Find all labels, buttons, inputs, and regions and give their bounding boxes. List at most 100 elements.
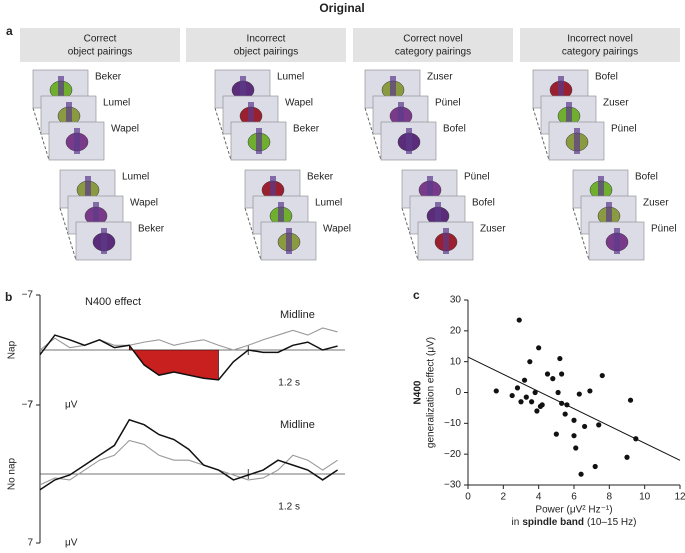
column-header: category pairings	[562, 47, 638, 58]
data-point	[592, 463, 598, 470]
panel-label: b	[5, 290, 12, 304]
y-tick-label: 7	[27, 400, 33, 411]
stimulus-object-stem	[398, 102, 404, 128]
stimulus-object-stem	[606, 202, 612, 228]
y-tick-label: 20	[450, 325, 462, 336]
unit-label: μV	[65, 400, 78, 411]
x-tick-label: 0	[465, 492, 471, 503]
data-point	[573, 445, 579, 451]
data-point	[627, 397, 634, 403]
waveform	[39, 327, 338, 351]
waveform	[39, 334, 338, 381]
stimulus-word: Beker	[95, 72, 122, 83]
data-point	[564, 402, 570, 408]
column-header-box	[186, 28, 346, 62]
stimulus-object-stem	[390, 76, 396, 102]
figure-title: Original	[319, 1, 364, 15]
data-point	[559, 400, 565, 406]
stimulus-object-stem	[443, 228, 449, 254]
x-tick-label: 2	[501, 492, 507, 503]
x-tick-label: 1.2 s	[278, 378, 300, 389]
stimulus-object-stem	[614, 228, 620, 254]
stimulus-object-stem	[93, 202, 99, 228]
stimulus-object-stem	[286, 228, 292, 254]
stimulus-word: Bofel	[595, 72, 618, 83]
data-point	[518, 399, 524, 405]
data-point	[539, 402, 545, 408]
y-axis-label: generalization effect (μV)	[426, 337, 437, 448]
x-tick-label: 4	[536, 492, 542, 503]
data-point	[557, 355, 563, 362]
x-axis-label: Power (μV² Hz⁻¹)	[535, 505, 612, 516]
y-tick-label: −10	[444, 418, 461, 429]
data-point	[571, 417, 577, 423]
fit-line	[467, 356, 681, 461]
data-point	[587, 388, 593, 394]
data-point	[599, 372, 605, 379]
annotation: Midline	[280, 309, 315, 321]
data-point	[536, 345, 542, 351]
stimulus-object-stem	[248, 102, 254, 128]
data-point	[516, 317, 522, 323]
column-header: Correct	[84, 34, 117, 45]
stimulus-object-stem	[256, 128, 262, 154]
stimulus-object-stem	[101, 228, 107, 254]
column-header: category pairings	[395, 47, 471, 58]
panel-label: a	[6, 24, 13, 38]
column-header: object pairings	[68, 47, 132, 58]
stimulus-word: Beker	[293, 124, 320, 135]
data-point	[523, 394, 529, 400]
y-tick-label: 7	[27, 538, 33, 549]
stimulus-object-stem	[406, 128, 412, 154]
y-tick-label: 30	[450, 295, 462, 306]
stimulus-word: Pünel	[651, 224, 677, 235]
stimulus-word: Lumel	[277, 72, 304, 83]
stimulus-word: Wapel	[323, 224, 351, 235]
data-point	[493, 388, 499, 394]
y-tick-label: 0	[455, 387, 461, 398]
waveform	[39, 418, 338, 491]
data-point	[633, 436, 639, 442]
stimulus-word: Zuser	[427, 72, 453, 83]
x-axis-label-part: (10–15 Hz)	[587, 517, 636, 528]
stimulus-word: Zuser	[603, 98, 629, 109]
stimulus-object-stem	[558, 76, 564, 102]
stimulus-word: Zuser	[480, 224, 506, 235]
stimulus-object-stem	[574, 128, 580, 154]
stimulus-word: Lumel	[122, 172, 149, 183]
stimulus-object-stem	[598, 176, 604, 202]
stimulus-object-stem	[427, 176, 433, 202]
annotation: N400 effect	[85, 296, 141, 308]
data-point	[544, 371, 551, 377]
data-point	[578, 471, 584, 477]
data-point	[509, 392, 515, 399]
stimulus-object-stem	[74, 128, 80, 154]
data-point	[555, 389, 561, 396]
data-point	[514, 385, 521, 391]
y-tick-label: −7	[22, 290, 34, 301]
column-header: Incorrect	[247, 34, 286, 45]
y-tick-label: −20	[444, 449, 461, 460]
stimulus-word: Lumel	[103, 98, 130, 109]
data-point	[534, 408, 540, 414]
column-header: Correct novel	[403, 34, 462, 45]
unit-label: μV	[65, 538, 78, 549]
data-point	[571, 433, 577, 439]
stimulus-word: Wapel	[285, 98, 313, 109]
data-point	[624, 454, 630, 460]
stimulus-object-stem	[278, 202, 284, 228]
stimulus-object-stem	[66, 102, 72, 128]
stimulus-word: Lumel	[315, 198, 342, 209]
stimulus-object-stem	[58, 76, 64, 102]
x-axis-label: in spindle band (10–15 Hz)	[512, 517, 637, 528]
stimulus-word: Bofel	[635, 172, 658, 183]
waveform	[39, 439, 338, 486]
x-tick-label: 6	[571, 492, 577, 503]
stimulus-word: Beker	[307, 172, 334, 183]
stimulus-word: Pünel	[464, 172, 490, 183]
y-tick-label: −7	[22, 400, 34, 411]
y-tick-label: −30	[444, 480, 461, 491]
data-point	[521, 377, 528, 383]
stimulus-object-stem	[270, 176, 276, 202]
